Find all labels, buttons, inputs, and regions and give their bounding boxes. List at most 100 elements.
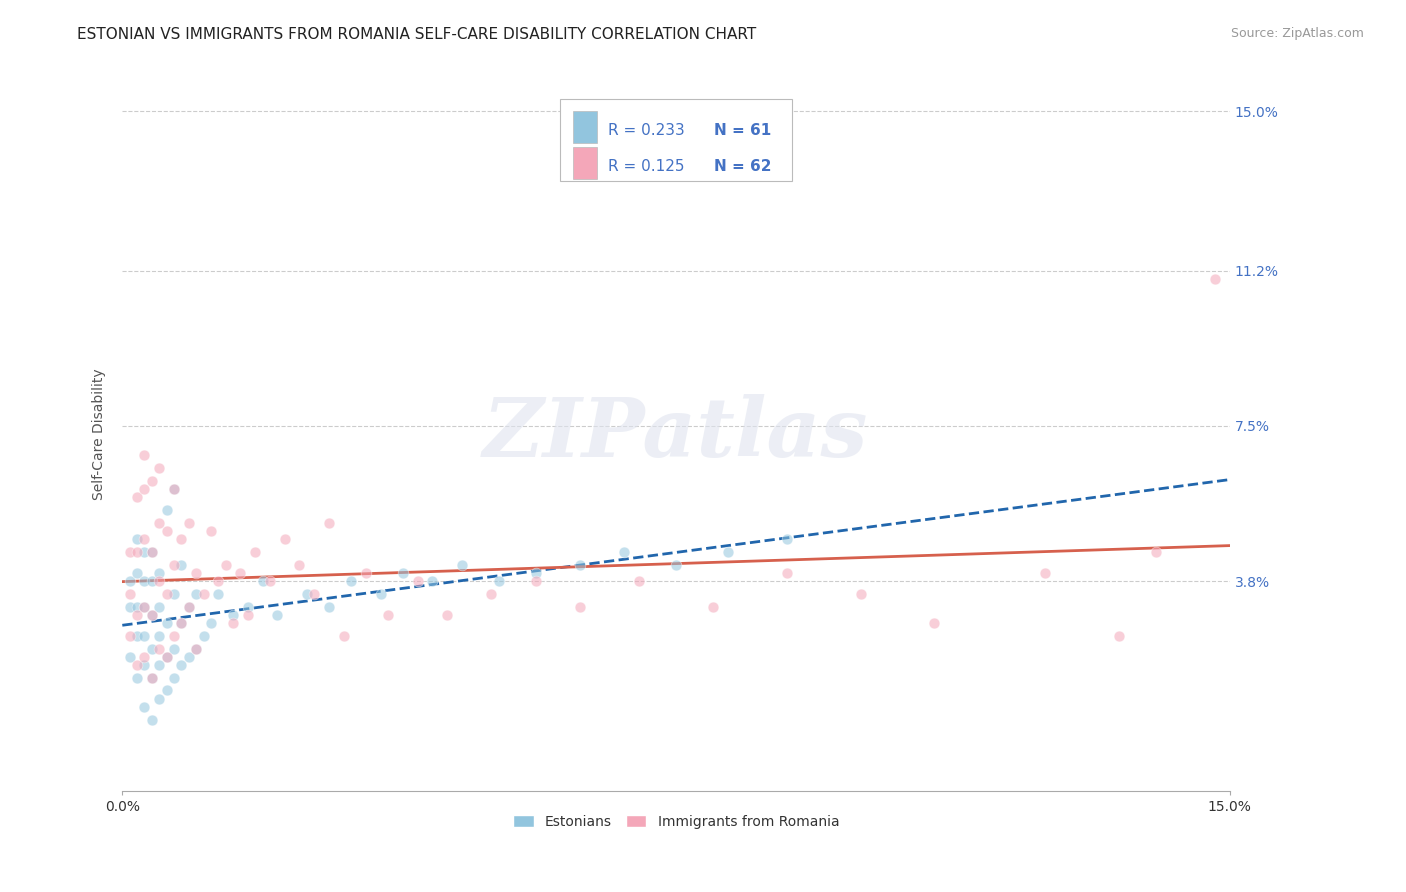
Point — [207, 574, 229, 589]
Text: ZIPatlas: ZIPatlas — [484, 394, 869, 475]
Point — [1144, 545, 1167, 559]
Point — [170, 658, 193, 673]
FancyBboxPatch shape — [560, 99, 792, 181]
Point — [193, 629, 215, 643]
Point — [134, 448, 156, 462]
FancyBboxPatch shape — [574, 111, 598, 143]
Text: ESTONIAN VS IMMIGRANTS FROM ROMANIA SELF-CARE DISABILITY CORRELATION CHART: ESTONIAN VS IMMIGRANTS FROM ROMANIA SELF… — [77, 27, 756, 42]
Point — [163, 482, 186, 496]
Point — [207, 587, 229, 601]
Point — [125, 566, 148, 580]
Point — [184, 641, 207, 656]
Point — [193, 587, 215, 601]
Point — [155, 524, 177, 538]
Point — [141, 641, 163, 656]
Point — [148, 692, 170, 706]
Point — [148, 574, 170, 589]
Point — [134, 599, 156, 614]
Point — [134, 649, 156, 664]
Point — [163, 558, 186, 572]
Point — [628, 574, 651, 589]
Point — [924, 616, 946, 631]
Point — [141, 713, 163, 727]
Point — [776, 533, 799, 547]
Point — [134, 482, 156, 496]
Point — [125, 533, 148, 547]
Point — [148, 641, 170, 656]
Point — [118, 545, 141, 559]
Point — [170, 558, 193, 572]
Text: N = 61: N = 61 — [714, 122, 770, 137]
Point — [318, 599, 340, 614]
Point — [125, 491, 148, 505]
Point — [118, 574, 141, 589]
Point — [243, 545, 266, 559]
Point — [370, 587, 392, 601]
Point — [141, 607, 163, 622]
Point — [849, 587, 872, 601]
Point — [155, 587, 177, 601]
Point — [1033, 566, 1056, 580]
Point — [177, 516, 200, 530]
Point — [333, 629, 356, 643]
Point — [118, 599, 141, 614]
Point — [148, 566, 170, 580]
Point — [377, 607, 399, 622]
Point — [702, 599, 724, 614]
Point — [229, 566, 252, 580]
Text: N = 62: N = 62 — [714, 159, 770, 174]
Point — [266, 607, 288, 622]
Point — [148, 599, 170, 614]
Point — [163, 587, 186, 601]
Point — [163, 482, 186, 496]
Point — [177, 649, 200, 664]
FancyBboxPatch shape — [574, 147, 598, 179]
Point — [236, 599, 259, 614]
Point — [141, 671, 163, 685]
Point — [259, 574, 281, 589]
Point — [148, 516, 170, 530]
Point — [252, 574, 274, 589]
Point — [141, 574, 163, 589]
Point — [776, 566, 799, 580]
Point — [214, 558, 236, 572]
Point — [184, 587, 207, 601]
Point — [200, 616, 222, 631]
Point — [170, 616, 193, 631]
Point — [163, 629, 186, 643]
Point — [125, 629, 148, 643]
Point — [163, 641, 186, 656]
Point — [422, 574, 444, 589]
Point — [163, 671, 186, 685]
Point — [406, 574, 429, 589]
Point — [170, 533, 193, 547]
Point — [155, 683, 177, 698]
Point — [155, 503, 177, 517]
Point — [118, 629, 141, 643]
Point — [524, 574, 547, 589]
Point — [134, 700, 156, 714]
Point — [134, 545, 156, 559]
Point — [141, 474, 163, 488]
Point — [295, 587, 318, 601]
Point — [569, 558, 592, 572]
Point — [569, 599, 592, 614]
Point — [717, 545, 740, 559]
Point — [148, 629, 170, 643]
Point — [125, 658, 148, 673]
Point — [481, 587, 503, 601]
Point — [318, 516, 340, 530]
Point — [148, 461, 170, 475]
Point — [184, 566, 207, 580]
Point — [125, 671, 148, 685]
Text: R = 0.125: R = 0.125 — [609, 159, 685, 174]
Point — [273, 533, 295, 547]
Point — [141, 545, 163, 559]
Point — [125, 599, 148, 614]
Point — [236, 607, 259, 622]
Point — [125, 545, 148, 559]
Y-axis label: Self-Care Disability: Self-Care Disability — [93, 368, 107, 500]
Point — [354, 566, 377, 580]
Point — [177, 599, 200, 614]
Point — [613, 545, 636, 559]
